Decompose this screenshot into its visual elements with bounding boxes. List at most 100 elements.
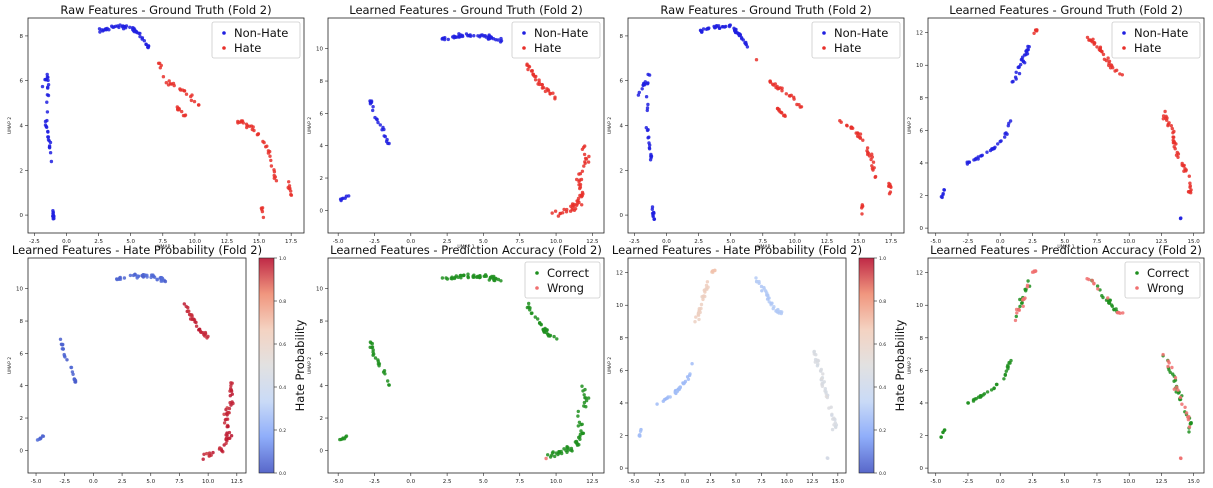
x-tick-label: -2.5 bbox=[654, 479, 665, 484]
data-point bbox=[529, 311, 534, 316]
data-point bbox=[458, 34, 463, 39]
data-point bbox=[1085, 277, 1089, 281]
x-tick-label: 0.0 bbox=[996, 239, 1005, 245]
colorbar-tick-label: 0.8 bbox=[879, 299, 886, 305]
colorbar-tick-label: 1.0 bbox=[279, 256, 286, 262]
data-point bbox=[546, 453, 550, 457]
data-point bbox=[988, 148, 993, 153]
data-point bbox=[1175, 385, 1179, 389]
x-tick-label: 7.5 bbox=[757, 479, 766, 484]
data-point bbox=[754, 276, 758, 280]
data-point bbox=[976, 157, 980, 161]
data-point bbox=[985, 150, 989, 154]
data-point bbox=[860, 204, 864, 209]
data-point bbox=[184, 304, 188, 309]
data-point bbox=[167, 79, 171, 83]
y-tick-label: 2 bbox=[620, 434, 624, 440]
legend-label: Correct bbox=[1147, 266, 1189, 280]
data-point bbox=[383, 372, 387, 376]
data-point bbox=[341, 436, 345, 440]
data-point bbox=[118, 23, 122, 27]
data-point bbox=[1170, 365, 1174, 370]
data-point bbox=[584, 157, 589, 161]
y-axis-label: UMAP 2 bbox=[7, 357, 13, 374]
data-point bbox=[272, 176, 276, 180]
data-point bbox=[869, 157, 873, 162]
x-tick-label: 2.5 bbox=[443, 479, 452, 484]
data-point bbox=[192, 318, 197, 322]
data-point bbox=[453, 275, 457, 280]
y-tick-label: 2 bbox=[20, 168, 24, 174]
data-point bbox=[1179, 216, 1183, 220]
data-point bbox=[141, 275, 146, 279]
data-point bbox=[770, 82, 775, 86]
data-point bbox=[1096, 287, 1100, 291]
data-point bbox=[740, 37, 744, 41]
data-point bbox=[711, 269, 715, 273]
data-point bbox=[1025, 52, 1030, 56]
data-point bbox=[1017, 71, 1022, 76]
data-point bbox=[1161, 114, 1166, 118]
chart-title: Learned Features - Ground Truth (Fold 2) bbox=[349, 3, 583, 17]
data-point bbox=[65, 358, 69, 362]
data-point bbox=[942, 188, 946, 192]
y-tick-label: 4 bbox=[320, 144, 324, 150]
x-tick-label: -5.0 bbox=[930, 239, 941, 245]
data-point bbox=[637, 433, 641, 438]
data-point bbox=[1088, 38, 1092, 42]
data-point bbox=[122, 276, 127, 280]
data-point bbox=[939, 195, 944, 199]
y-tick-label: 2 bbox=[320, 176, 324, 182]
x-tick-label: 7.5 bbox=[1093, 479, 1102, 484]
data-point bbox=[871, 160, 876, 164]
data-point bbox=[260, 207, 264, 212]
legend-box bbox=[211, 21, 301, 59]
data-point bbox=[1172, 379, 1176, 383]
chart-title: Raw Features - Ground Truth (Fold 2) bbox=[660, 3, 871, 17]
data-point bbox=[45, 100, 49, 104]
data-point bbox=[269, 164, 274, 168]
data-point bbox=[1118, 72, 1122, 76]
scatter-points bbox=[40, 23, 294, 221]
subplot-4: Learned Features - Ground Truth (Fold 2)… bbox=[907, 3, 1205, 250]
y-tick-label: 6 bbox=[620, 79, 624, 85]
x-tick-label: 2.5 bbox=[694, 239, 703, 245]
data-point bbox=[46, 75, 50, 80]
data-point bbox=[69, 365, 73, 370]
data-point bbox=[718, 26, 722, 30]
x-tick-label: 10.0 bbox=[789, 239, 802, 245]
x-tick-label: -5.0 bbox=[333, 239, 344, 245]
data-point bbox=[287, 187, 291, 191]
data-point bbox=[994, 382, 999, 387]
x-tick-label: 17.5 bbox=[885, 239, 898, 245]
data-point bbox=[570, 202, 575, 206]
data-point bbox=[387, 383, 391, 387]
data-point bbox=[533, 78, 538, 82]
data-point bbox=[558, 211, 562, 216]
data-point bbox=[677, 387, 682, 391]
data-point bbox=[546, 332, 550, 336]
data-point bbox=[1014, 77, 1018, 81]
data-point bbox=[1184, 411, 1189, 415]
data-point bbox=[382, 369, 387, 373]
data-point bbox=[201, 457, 205, 461]
data-point bbox=[464, 32, 469, 36]
data-point bbox=[727, 23, 732, 28]
x-tick-label: 10.0 bbox=[1123, 479, 1136, 484]
data-point bbox=[377, 362, 382, 366]
data-point bbox=[531, 72, 536, 77]
data-point bbox=[548, 92, 552, 96]
data-point bbox=[224, 441, 228, 446]
chart-title: Learned Features - Hate Probability (Fol… bbox=[12, 243, 262, 257]
data-point bbox=[40, 84, 45, 89]
y-tick-label: 2 bbox=[620, 168, 624, 174]
data-point bbox=[1187, 174, 1192, 178]
data-point bbox=[546, 89, 551, 93]
subplot-3: Raw Features - Ground Truth (Fold 2) -2.5… bbox=[607, 3, 905, 250]
data-point bbox=[773, 82, 777, 86]
legend-box bbox=[1124, 261, 1201, 299]
x-tick-label: 12.5 bbox=[1155, 239, 1168, 245]
data-point bbox=[287, 184, 292, 188]
chart-title: Learned Features - Ground Truth (Fold 2) bbox=[949, 3, 1183, 17]
